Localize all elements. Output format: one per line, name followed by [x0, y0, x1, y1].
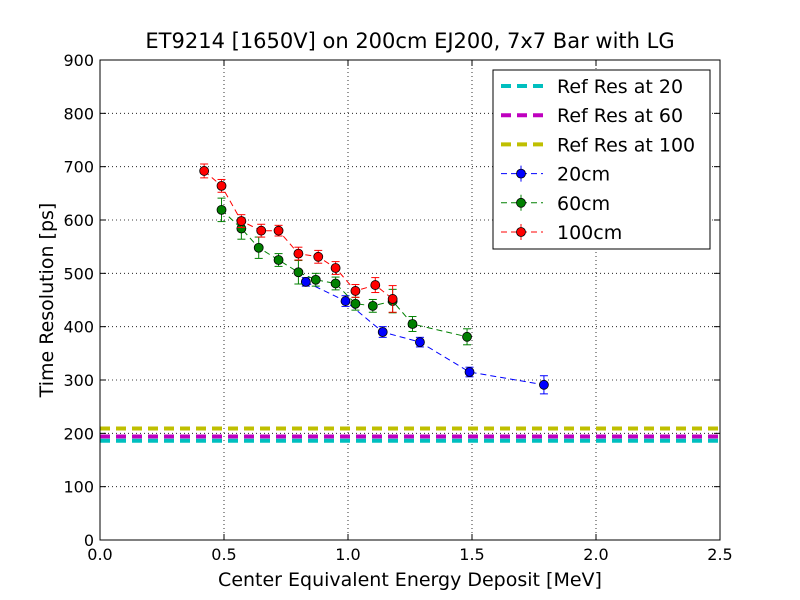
- data-point: [199, 166, 210, 176]
- reference-lines: [100, 426, 720, 443]
- data-point: [415, 337, 425, 348]
- data-point: [256, 225, 267, 236]
- data-point: [330, 278, 341, 289]
- data-point: [273, 255, 284, 265]
- series-100cm: [199, 163, 398, 313]
- data-point: [350, 298, 361, 309]
- data-point: [293, 267, 304, 278]
- y-tick-label: 800: [63, 104, 94, 123]
- plot-frame: [99, 59, 721, 541]
- x-tick-label: 0.5: [211, 545, 236, 564]
- y-tick-label: 200: [63, 424, 94, 443]
- y-tick-label: 400: [63, 318, 94, 337]
- data-point: [350, 286, 361, 296]
- data-point: [216, 180, 227, 191]
- series-20cm: [300, 276, 549, 395]
- y-tick-label: 300: [63, 371, 94, 390]
- legend-entry: 60cm: [501, 193, 610, 215]
- data-point: [462, 331, 472, 342]
- series-line: [305, 281, 544, 386]
- legend-label: 20cm: [557, 164, 610, 186]
- x-tick-label: 1.0: [335, 545, 360, 564]
- legend-entry: 20cm: [501, 164, 610, 186]
- y-tick-label: 500: [63, 264, 94, 283]
- x-axis-label: Center Equivalent Energy Deposit [MeV]: [218, 569, 602, 591]
- legend-label: Ref Res at 100: [557, 134, 695, 156]
- data-point: [313, 251, 324, 262]
- x-tick-label: 1.5: [459, 545, 484, 564]
- y-tick-label: 900: [63, 51, 94, 70]
- legend: Ref Res at 20 Ref Res at 60 Ref Res at 100…: [492, 69, 711, 250]
- data-point: [539, 379, 549, 390]
- y-axis-label: Time Resolution [ps]: [36, 203, 58, 399]
- data-point: [370, 280, 381, 290]
- data-point: [330, 263, 341, 273]
- legend-swatch-marker: [516, 227, 526, 237]
- y-tick-label: 700: [63, 158, 94, 177]
- legend-entry: Ref Res at 20: [501, 76, 683, 98]
- data-point: [310, 274, 321, 285]
- legend-label: 60cm: [557, 193, 610, 215]
- legend-swatch-marker: [516, 168, 526, 179]
- y-tick-label: 600: [63, 211, 94, 230]
- data-series: [199, 163, 549, 395]
- series-line: [221, 209, 468, 338]
- data-point: [300, 276, 311, 287]
- legend-box: [492, 69, 711, 250]
- x-tick-label: 0.0: [87, 545, 112, 564]
- y-tick-label: 0: [84, 531, 94, 550]
- data-point: [387, 294, 398, 304]
- axis-ticks: 0.0 0.5 1.0 1.5 2.0 2.5 0 100 200 300 400 500 600 700…: [63, 51, 732, 564]
- legend-label: Ref Res at 60: [557, 105, 683, 127]
- x-tick-label: 2.5: [707, 545, 732, 564]
- legend-label: Ref Res at 20: [557, 76, 683, 98]
- x-tick-label: 2.0: [583, 545, 608, 564]
- data-point: [464, 367, 475, 377]
- data-point: [340, 296, 351, 306]
- data-point: [407, 319, 418, 329]
- chart-title: ET9214 [1650V] on 200cm EJ200, 7x7 Bar w…: [145, 29, 674, 53]
- legend-label: 100cm: [557, 222, 622, 244]
- y-tick-label: 100: [63, 478, 94, 497]
- legend-entry: 100cm: [501, 222, 622, 244]
- data-point: [377, 327, 388, 337]
- legend-entry: Ref Res at 60: [501, 105, 683, 127]
- data-point: [293, 248, 304, 259]
- data-point: [216, 204, 227, 215]
- data-point: [236, 216, 247, 226]
- data-point: [367, 300, 378, 311]
- data-point: [253, 242, 264, 253]
- legend-swatch-marker: [516, 197, 526, 208]
- legend-entry: Ref Res at 100: [501, 134, 695, 156]
- data-point: [273, 225, 284, 236]
